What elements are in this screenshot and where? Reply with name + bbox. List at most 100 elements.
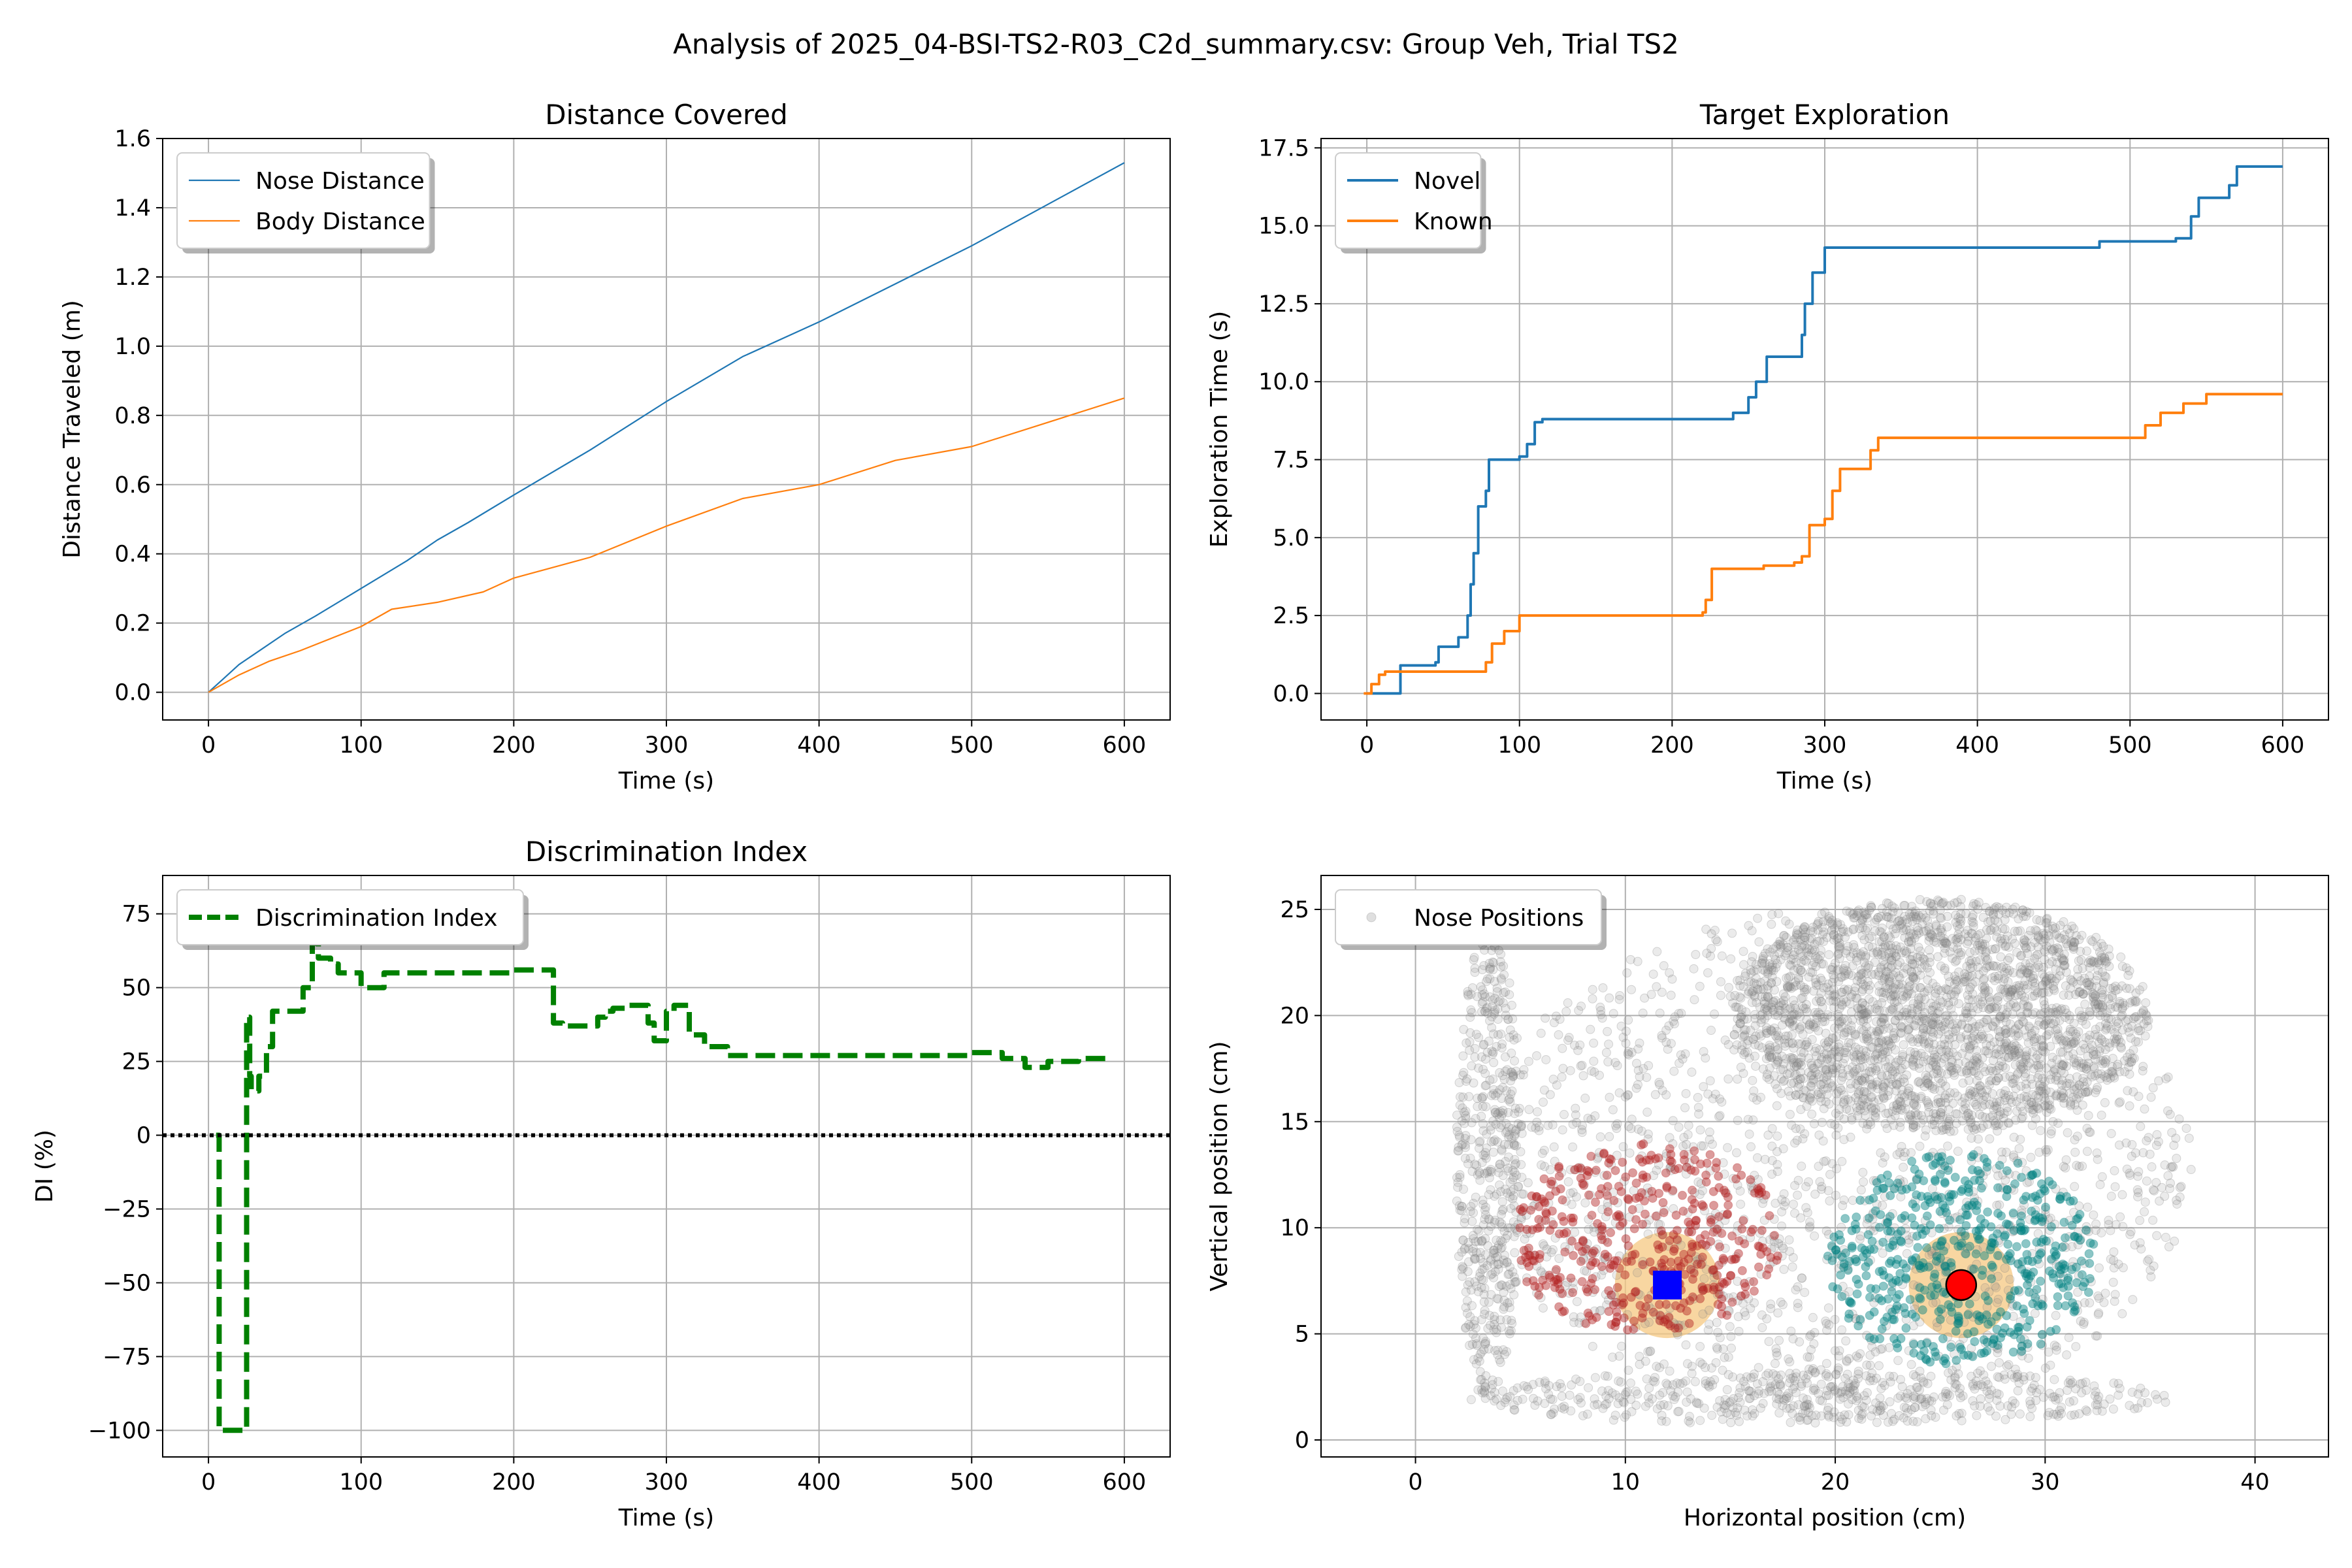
- scatter-point: [2114, 1019, 2123, 1028]
- scatter-point: [1904, 1015, 1914, 1025]
- scatter-point: [1990, 1120, 2000, 1130]
- scatter-point: [1800, 1129, 1810, 1139]
- scatter-point: [2017, 1012, 2027, 1022]
- scatter-point: [1736, 1200, 1746, 1209]
- scatter-point: [1835, 1083, 1845, 1093]
- scatter-point: [2097, 985, 2107, 995]
- scatter-point: [1509, 1290, 1519, 1299]
- scatter-point: [1908, 951, 1918, 961]
- scatter-point: [2106, 1129, 2116, 1139]
- scatter-point: [2059, 1068, 2069, 1078]
- series-line-discrimination-index: [216, 940, 1112, 1433]
- scatter-point: [2099, 979, 2108, 988]
- scatter-point: [2078, 989, 2088, 999]
- scatter-point: [1810, 1231, 1820, 1241]
- scatter-point: [1938, 939, 1948, 949]
- scatter-point: [2021, 937, 2031, 947]
- scatter-point: [1835, 954, 1844, 964]
- scatter-point: [1837, 1156, 1847, 1166]
- scatter-point: [2029, 1037, 2039, 1047]
- scatter-point: [1645, 1347, 1655, 1356]
- scatter-point: [1563, 1177, 1573, 1186]
- scatter-point: [2009, 1132, 2019, 1142]
- scatter-point: [1957, 1116, 1967, 1126]
- scatter-point: [1718, 1414, 1727, 1424]
- scatter-point: [2134, 1026, 2144, 1036]
- scatter-point: [1665, 968, 1674, 978]
- scatter-point: [1801, 1374, 1810, 1384]
- scatter-point: [1742, 1014, 1752, 1024]
- scatter-point: [1881, 967, 1891, 977]
- scatter-point: [1894, 980, 1904, 990]
- scatter-point: [1473, 1063, 1483, 1073]
- scatter-point: [1767, 919, 1776, 929]
- scatter-point: [1473, 1353, 1483, 1363]
- scatter-point: [1769, 966, 1778, 975]
- scatter-point: [1993, 917, 2002, 927]
- scatter-point: [1801, 1182, 1811, 1192]
- scatter-point: [1818, 930, 1827, 939]
- scatter-point: [2104, 962, 2114, 972]
- scatter-point: [1904, 937, 1914, 947]
- scatter-point: [2142, 1016, 2151, 1026]
- scatter-point: [1723, 1039, 1733, 1049]
- scatter-point: [1806, 1089, 1816, 1099]
- scatter-point: [1936, 986, 1946, 996]
- scatter-point: [2051, 1075, 2061, 1085]
- scatter-point: [1462, 1296, 1472, 1306]
- scatter-point: [2152, 1231, 2162, 1241]
- scatter-point: [1638, 1008, 1648, 1018]
- scatter-point: [2114, 1259, 2123, 1269]
- scatter-point: [1850, 1047, 1859, 1057]
- scatter-point: [1789, 966, 1799, 975]
- scatter-point: [1995, 1032, 2004, 1041]
- scatter-point: [2042, 913, 2052, 923]
- scatter-point: [1884, 941, 1893, 951]
- scatter-point: [1872, 1080, 1882, 1090]
- scatter-point: [1910, 983, 1919, 993]
- scatter-point: [1477, 1094, 1487, 1103]
- scatter-point: [1771, 963, 1780, 973]
- scatter-point: [1616, 1021, 1626, 1031]
- scatter-point: [2082, 978, 2092, 988]
- scatter-point: [2027, 992, 2037, 1002]
- scatter-point: [1489, 1085, 1499, 1094]
- scatter-point: [2072, 1072, 2082, 1082]
- y-tick-label: 15.0: [1258, 214, 1309, 240]
- scatter-point: [2057, 1060, 2067, 1070]
- scatter-point: [2081, 1033, 2091, 1043]
- scatter-point: [2008, 934, 2017, 944]
- scatter-point: [1957, 1020, 1967, 1030]
- scatter-point: [1862, 1124, 1872, 1134]
- scatter-point: [1851, 1029, 1861, 1039]
- scatter-point: [1477, 1111, 1486, 1121]
- scatter-point: [1870, 918, 1880, 928]
- scatter-point: [1950, 898, 1959, 908]
- scatter-point: [1968, 1122, 1978, 1132]
- scatter-point: [2100, 1288, 2110, 1298]
- scatter-point: [2036, 1126, 2046, 1135]
- scatter-point: [1473, 1170, 1482, 1180]
- scatter-point: [2020, 1025, 2030, 1035]
- scatter-point: [1910, 1100, 1919, 1110]
- scatter-point: [1889, 1031, 1899, 1041]
- scatter-point: [2040, 1364, 2050, 1373]
- scatter-point: [1988, 960, 1998, 970]
- scatter-point: [1820, 907, 1830, 917]
- scatter-point: [1952, 1064, 1962, 1073]
- scatter-point: [1839, 1030, 1849, 1040]
- scatter-point: [1907, 902, 1917, 911]
- scatter-point: [1783, 942, 1793, 952]
- scatter-point: [2053, 943, 2063, 953]
- scatter-point: [1844, 1037, 1854, 1047]
- scatter-point: [1674, 1122, 1684, 1132]
- scatter-point: [1739, 960, 1748, 970]
- scatter-point: [1588, 985, 1597, 994]
- scatter-point: [1805, 1092, 1815, 1102]
- scatter-point: [1548, 1120, 1558, 1130]
- scatter-point: [1778, 999, 1788, 1009]
- scatter-point: [1887, 1041, 1897, 1051]
- scatter-point: [1956, 950, 1966, 960]
